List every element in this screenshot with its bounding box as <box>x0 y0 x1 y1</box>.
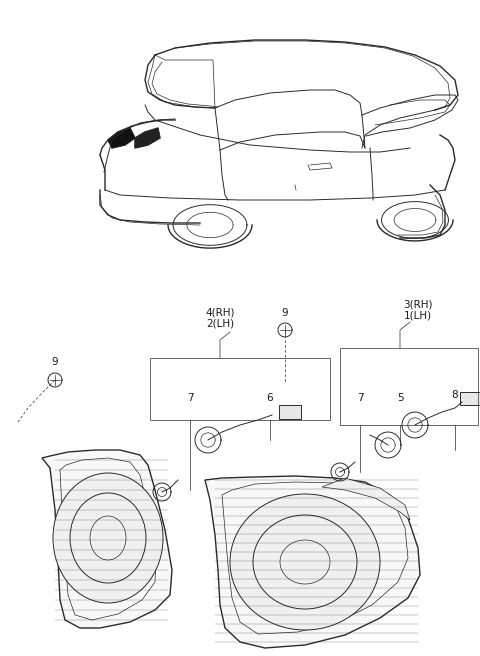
Bar <box>460 392 480 405</box>
Polygon shape <box>322 478 410 520</box>
Text: 7: 7 <box>187 393 193 403</box>
Text: 5: 5 <box>396 393 403 403</box>
Polygon shape <box>108 128 135 148</box>
Text: 3(RH)
1(LH): 3(RH) 1(LH) <box>403 299 433 321</box>
Polygon shape <box>42 450 172 628</box>
Polygon shape <box>135 128 160 148</box>
Text: 9: 9 <box>52 357 58 367</box>
Text: 8: 8 <box>452 390 458 400</box>
Ellipse shape <box>53 473 163 603</box>
Ellipse shape <box>230 494 380 630</box>
Text: 9: 9 <box>282 308 288 318</box>
Bar <box>279 405 301 419</box>
Text: 6: 6 <box>267 393 273 403</box>
Text: 7: 7 <box>357 393 363 403</box>
Polygon shape <box>205 476 420 648</box>
Text: 4(RH)
2(LH): 4(RH) 2(LH) <box>205 307 235 329</box>
